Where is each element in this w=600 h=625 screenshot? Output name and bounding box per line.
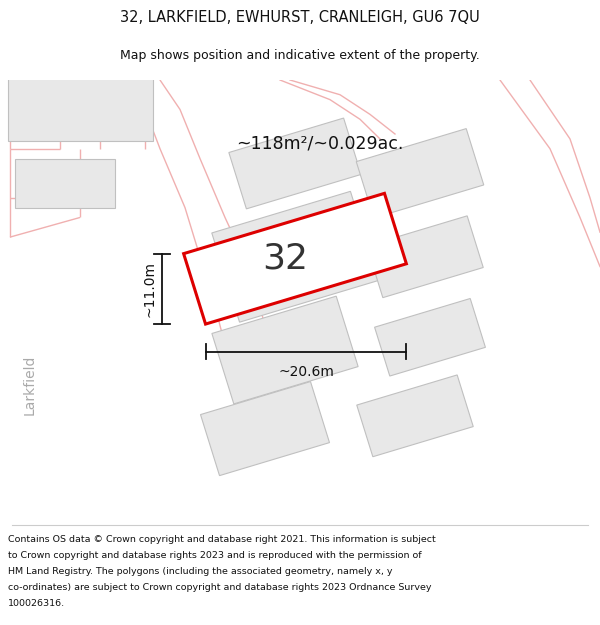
Text: to Crown copyright and database rights 2023 and is reproduced with the permissio: to Crown copyright and database rights 2… [8, 551, 422, 560]
Polygon shape [7, 78, 152, 141]
Text: 32, LARKFIELD, EWHURST, CRANLEIGH, GU6 7QU: 32, LARKFIELD, EWHURST, CRANLEIGH, GU6 7… [120, 10, 480, 25]
Polygon shape [212, 296, 358, 404]
Text: ~11.0m: ~11.0m [143, 261, 157, 317]
Polygon shape [229, 118, 361, 209]
Polygon shape [367, 216, 483, 298]
Text: 32: 32 [262, 242, 308, 276]
Polygon shape [200, 382, 329, 476]
Polygon shape [184, 193, 406, 324]
Text: ~20.6m: ~20.6m [278, 366, 334, 379]
Polygon shape [15, 159, 115, 208]
Text: 100026316.: 100026316. [8, 599, 65, 608]
Text: HM Land Registry. The polygons (including the associated geometry, namely x, y: HM Land Registry. The polygons (includin… [8, 567, 392, 576]
Polygon shape [357, 375, 473, 457]
Text: ~118m²/~0.029ac.: ~118m²/~0.029ac. [236, 135, 404, 153]
Polygon shape [374, 299, 485, 376]
Polygon shape [356, 129, 484, 218]
Polygon shape [212, 191, 378, 322]
Text: co-ordinates) are subject to Crown copyright and database rights 2023 Ordnance S: co-ordinates) are subject to Crown copyr… [8, 583, 431, 592]
Text: Larkfield: Larkfield [23, 354, 37, 414]
Text: Map shows position and indicative extent of the property.: Map shows position and indicative extent… [120, 49, 480, 62]
Text: Contains OS data © Crown copyright and database right 2021. This information is : Contains OS data © Crown copyright and d… [8, 535, 436, 544]
